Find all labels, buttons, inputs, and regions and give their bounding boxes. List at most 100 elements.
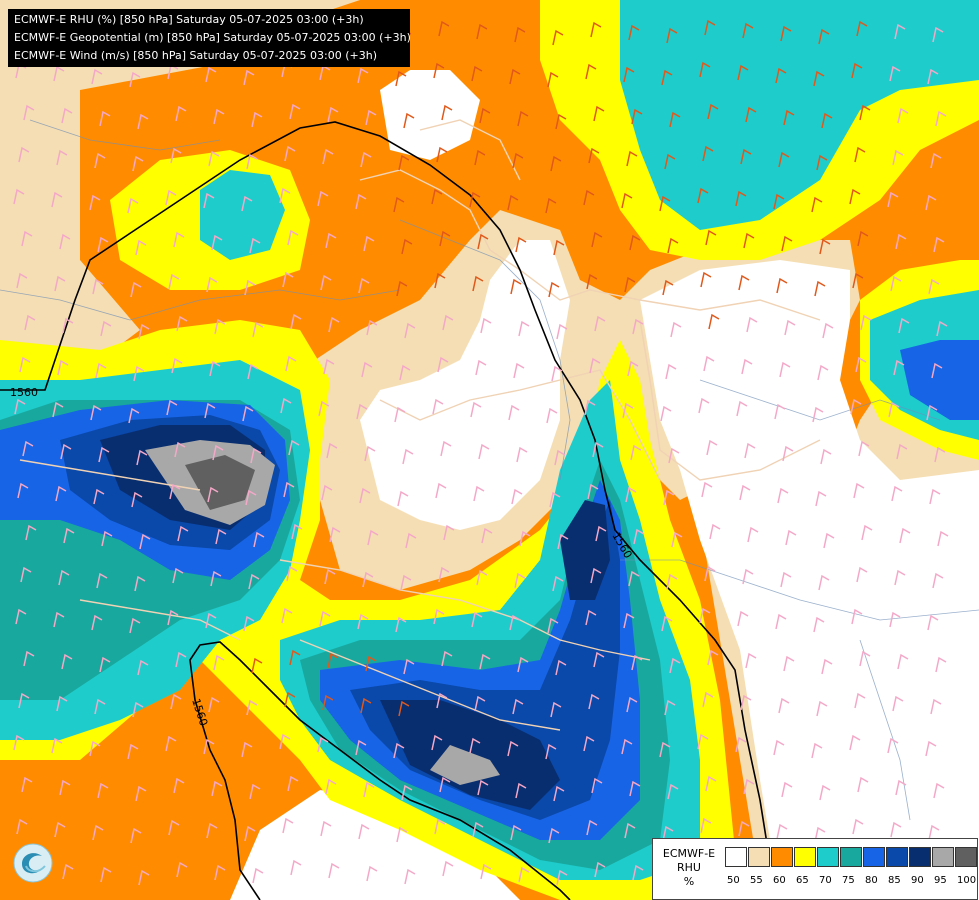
wind-barb bbox=[214, 318, 226, 335]
wind-barb bbox=[936, 320, 948, 337]
legend-tick-label: 60 bbox=[773, 875, 786, 886]
wind-barb bbox=[100, 866, 112, 883]
wind-barb bbox=[171, 357, 183, 374]
wind-barb bbox=[857, 230, 869, 247]
wind-barb bbox=[89, 194, 101, 211]
wind-barb bbox=[784, 319, 796, 336]
legend-tick-label: 70 bbox=[819, 875, 832, 886]
wind-barb bbox=[96, 572, 108, 589]
legend-tick-label: 95 bbox=[934, 875, 947, 886]
wind-barb bbox=[20, 566, 32, 583]
wind-barb bbox=[697, 187, 709, 204]
wind-barb bbox=[595, 525, 607, 542]
wind-barb bbox=[132, 155, 144, 172]
legend-swatch bbox=[909, 847, 931, 867]
wind-barb bbox=[127, 197, 139, 214]
wind-barb bbox=[90, 404, 102, 421]
wind-barb bbox=[928, 824, 940, 841]
wind-barb bbox=[129, 617, 141, 634]
wind-barb bbox=[662, 279, 674, 296]
rhu-band-50-white-southwest bbox=[230, 790, 520, 900]
wind-barb bbox=[54, 821, 66, 838]
wind-barb bbox=[174, 441, 186, 458]
wind-barb bbox=[704, 565, 716, 582]
wind-barb bbox=[741, 358, 753, 375]
wind-barb bbox=[434, 272, 446, 289]
wind-barb bbox=[700, 271, 712, 288]
wind-barb bbox=[203, 192, 215, 209]
wind-barb bbox=[887, 191, 899, 208]
wind-barb bbox=[622, 402, 634, 419]
wind-barb bbox=[514, 572, 526, 589]
wind-barb bbox=[244, 825, 256, 842]
rhu-band-50-white-north bbox=[380, 70, 480, 160]
wind-barb bbox=[545, 743, 557, 760]
wind-barb bbox=[895, 233, 907, 250]
wind-barb bbox=[631, 654, 643, 671]
wind-barb bbox=[283, 481, 295, 498]
wind-barb bbox=[517, 110, 529, 127]
wind-barb bbox=[366, 319, 378, 336]
wind-barb bbox=[811, 196, 823, 213]
wind-barb bbox=[395, 70, 407, 87]
wind-barb bbox=[776, 823, 788, 840]
wind-barb bbox=[780, 571, 792, 588]
wind-barb bbox=[97, 782, 109, 799]
legend-tick-label: 50 bbox=[727, 875, 740, 886]
wind-barb bbox=[737, 610, 749, 627]
wind-barb bbox=[206, 276, 218, 293]
wind-barb bbox=[661, 615, 673, 632]
wind-barb bbox=[251, 657, 263, 674]
wind-barb bbox=[627, 360, 639, 377]
wind-barb bbox=[890, 821, 902, 838]
wind-barb bbox=[327, 652, 339, 669]
wind-barb bbox=[553, 785, 565, 802]
wind-barb bbox=[403, 658, 415, 675]
wind-barb bbox=[816, 700, 828, 717]
legend-swatch bbox=[886, 847, 908, 867]
wind-barb bbox=[318, 400, 330, 417]
wind-barb bbox=[735, 190, 747, 207]
wind-barb bbox=[94, 152, 106, 169]
legend-title-unit: % bbox=[683, 875, 695, 888]
wind-barb bbox=[659, 741, 671, 758]
wind-barb bbox=[811, 742, 823, 759]
wind-barb bbox=[469, 737, 481, 754]
wind-barb bbox=[667, 783, 679, 800]
wind-barb bbox=[480, 317, 492, 334]
wind-barb bbox=[215, 528, 227, 545]
wind-barb bbox=[709, 523, 721, 540]
wind-barb bbox=[745, 106, 757, 123]
wind-barb bbox=[286, 565, 298, 582]
wind-barb bbox=[621, 192, 633, 209]
wind-barb bbox=[243, 69, 255, 86]
wind-barb bbox=[853, 482, 865, 499]
wind-barb bbox=[211, 780, 223, 797]
wind-barb bbox=[928, 278, 940, 295]
wind-barb bbox=[519, 530, 531, 547]
wind-barb bbox=[61, 107, 73, 124]
wind-barb bbox=[281, 607, 293, 624]
wind-barb bbox=[249, 783, 261, 800]
wind-barb bbox=[279, 187, 291, 204]
wind-barb bbox=[317, 190, 329, 207]
wind-barb bbox=[135, 239, 147, 256]
wind-barb bbox=[95, 362, 107, 379]
wind-barb bbox=[555, 113, 567, 130]
wind-barb bbox=[358, 823, 370, 840]
wind-barb bbox=[623, 66, 635, 83]
wind-barb bbox=[168, 273, 180, 290]
wind-barb bbox=[136, 449, 148, 466]
wind-barb bbox=[175, 651, 187, 668]
wind-barb bbox=[477, 233, 489, 250]
wind-barb bbox=[322, 148, 334, 165]
rhu-band-95-south bbox=[430, 745, 500, 785]
wind-barb bbox=[704, 19, 716, 36]
wind-barb bbox=[212, 444, 224, 461]
wind-barbs bbox=[13, 19, 949, 886]
wind-barb bbox=[62, 317, 74, 334]
wind-barb bbox=[290, 859, 302, 876]
wind-barb bbox=[628, 24, 640, 41]
wind-barb bbox=[137, 659, 149, 676]
wind-barb bbox=[557, 533, 569, 550]
